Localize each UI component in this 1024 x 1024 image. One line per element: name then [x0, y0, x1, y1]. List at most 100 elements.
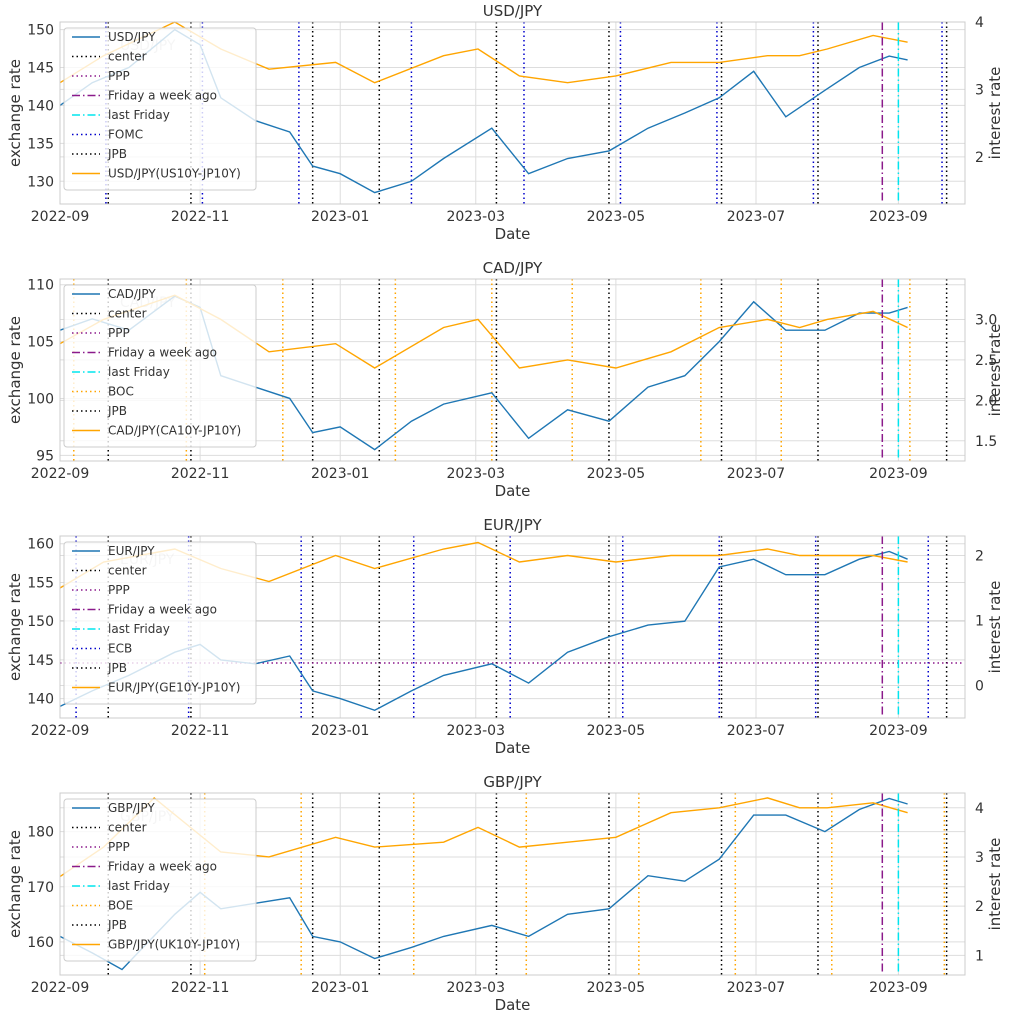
panel-usd-jpy: USD/JPY USD/JPY 2022-09 2022-11 2023-01 2023-… [6, 2, 1004, 243]
panel-eur-jpy: EUR/JPY EUR/JPY 2022-09 2022-11 2023-01 2023-… [6, 516, 1004, 757]
legend-label: PPP [108, 326, 130, 340]
y-axis-label-right: interest rate [986, 67, 1004, 160]
y-tick-label: 135 [27, 136, 54, 152]
x-tick-label: 2023-03 [446, 209, 505, 225]
legend-box [63, 798, 257, 962]
legend: EUR/JPY center PPP Friday a week ago last Fr… [63, 541, 257, 705]
legend-label: BOE [108, 899, 133, 913]
y-axis-label-left: exchange rate [6, 573, 24, 681]
x-tick-label: 2023-07 [727, 723, 786, 739]
legend-label: JPB [107, 147, 127, 161]
x-tick-label: 2023-05 [587, 980, 646, 996]
x-tick-label: 2023-09 [869, 980, 928, 996]
x-tick-label: 2023-03 [446, 980, 505, 996]
y-right-tick-label: 1 [975, 614, 984, 630]
y-right-tick-label: 2.0 [975, 393, 997, 409]
legend-label: Friday a week ago [108, 346, 217, 360]
y-tick-label: 155 [27, 575, 54, 591]
legend-label: PPP [108, 840, 130, 854]
legend-label: Friday a week ago [108, 89, 217, 103]
legend-label: JPB [107, 661, 127, 675]
x-axis-label: Date [495, 739, 531, 757]
x-tick-label: 2022-09 [31, 723, 90, 739]
x-axis-label: Date [495, 482, 531, 500]
x-tick-label: 2022-11 [171, 209, 230, 225]
legend-label: EUR/JPY(GE10Y-JP10Y) [108, 681, 240, 695]
legend-label: last Friday [108, 365, 170, 379]
x-tick-label: 2023-09 [869, 466, 928, 482]
x-tick-label: 2022-09 [31, 466, 90, 482]
x-tick-label: 2022-09 [31, 209, 90, 225]
legend-label: USD/JPY [108, 30, 156, 44]
y-tick-label: 130 [27, 174, 54, 190]
panel-gbp-jpy: GBP/JPY GBP/JPY 2022-09 2022-11 2023-01 2023-… [6, 773, 1004, 1014]
y-axis-label-right: interest rate [986, 838, 1004, 931]
y-tick-label: 110 [27, 278, 54, 294]
y-right-tick-label: 1.5 [975, 434, 997, 450]
y-tick-label: 140 [27, 98, 54, 114]
x-tick-label: 2023-09 [869, 209, 928, 225]
y-right-tick-label: 3.0 [975, 312, 997, 328]
x-tick-label: 2023-01 [311, 723, 370, 739]
legend: USD/JPY center PPP Friday a week ago last Fr… [63, 27, 257, 191]
chart-title: EUR/JPY [483, 516, 542, 534]
x-tick-label: 2023-07 [727, 209, 786, 225]
y-tick-label: 170 [27, 880, 54, 896]
y-tick-label: 140 [27, 692, 54, 708]
plot-frame [59, 792, 966, 976]
y-tick-label: 160 [27, 935, 54, 951]
legend-label: last Friday [108, 622, 170, 636]
y-tick-label: 95 [36, 448, 54, 464]
y-axis-label-left: exchange rate [6, 59, 24, 167]
plot-frame [59, 535, 966, 719]
x-tick-label: 2023-05 [587, 723, 646, 739]
x-axis-label: Date [495, 225, 531, 243]
plot-frame [59, 278, 966, 462]
chart-title: GBP/JPY [483, 773, 542, 791]
legend-label: Friday a week ago [108, 603, 217, 617]
x-axis-label: Date [495, 996, 531, 1014]
legend-label: GBP/JPY(UK10Y-JP10Y) [108, 938, 240, 952]
plot-frame [59, 21, 966, 205]
x-tick-label: 2023-07 [727, 980, 786, 996]
legend-label: last Friday [108, 879, 170, 893]
legend-label: center [108, 307, 147, 321]
legend-label: JPB [107, 404, 127, 418]
y-axis-label-right: interest rate [986, 581, 1004, 674]
y-right-tick-label: 3 [975, 82, 984, 98]
legend-box [63, 27, 257, 191]
x-tick-label: 2023-01 [311, 209, 370, 225]
y-tick-label: 150 [27, 23, 54, 39]
legend-label: BOC [108, 385, 134, 399]
x-tick-label: 2022-11 [171, 723, 230, 739]
legend-label: CAD/JPY(CA10Y-JP10Y) [108, 424, 241, 438]
legend-label: PPP [108, 69, 130, 83]
y-axis-label-right: interest rate [986, 324, 1004, 417]
y-right-tick-label: 2.5 [975, 353, 997, 369]
legend-label: FOMC [108, 128, 143, 142]
legend: CAD/JPY center PPP Friday a week ago last Fr… [63, 284, 257, 448]
x-tick-label: 2022-09 [31, 980, 90, 996]
x-tick-label: 2023-07 [727, 466, 786, 482]
y-tick-label: 145 [27, 61, 54, 77]
legend-label: PPP [108, 583, 130, 597]
x-tick-label: 2023-05 [587, 209, 646, 225]
x-tick-label: 2023-09 [869, 723, 928, 739]
legend-label: JPB [107, 918, 127, 932]
y-axis-label-left: exchange rate [6, 316, 24, 424]
y-right-tick-label: 2 [975, 899, 984, 915]
legend-box [63, 541, 257, 705]
y-tick-label: 180 [27, 825, 54, 841]
chart-title: USD/JPY [483, 2, 543, 20]
legend-label: center [108, 821, 147, 835]
y-tick-label: 105 [27, 335, 54, 351]
y-right-tick-label: 0 [975, 679, 984, 695]
x-tick-label: 2022-11 [171, 466, 230, 482]
legend-label: center [108, 564, 147, 578]
legend-label: last Friday [108, 108, 170, 122]
legend-box [63, 284, 257, 448]
x-tick-label: 2023-05 [587, 466, 646, 482]
x-tick-label: 2023-03 [446, 723, 505, 739]
legend-label: EUR/JPY [108, 544, 155, 558]
